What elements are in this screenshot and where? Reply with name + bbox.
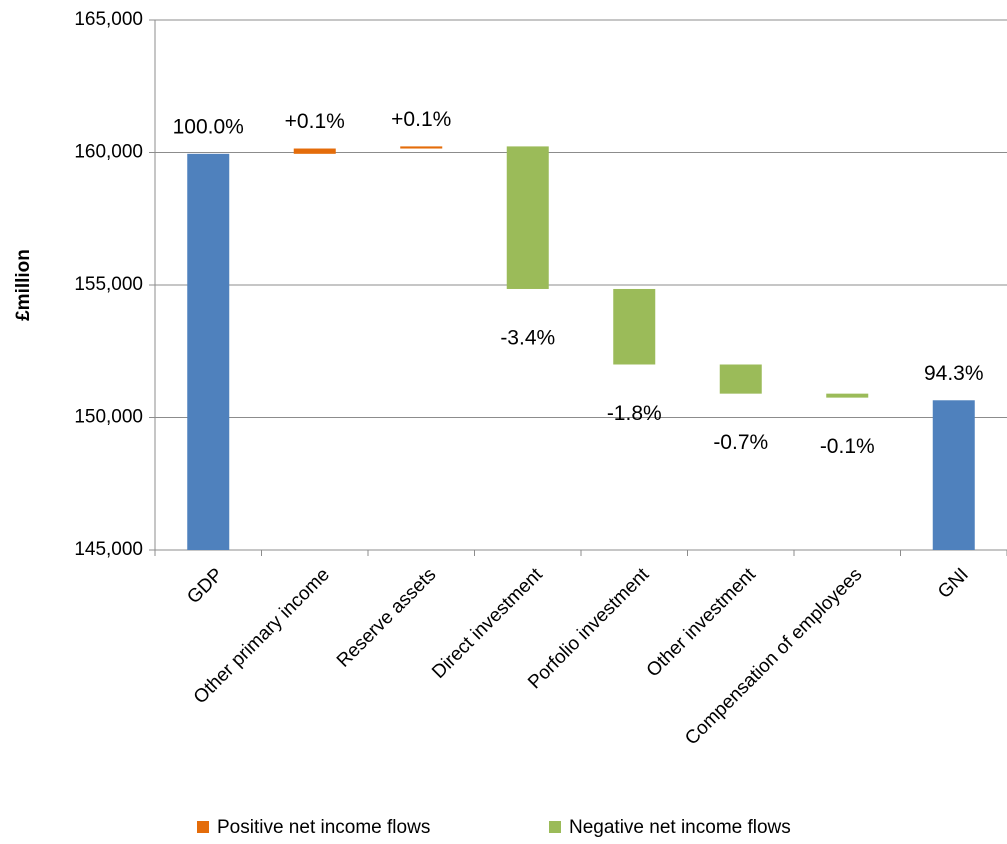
y-tick-label: 160,000 xyxy=(74,142,143,163)
percent-label: +0.1% xyxy=(391,108,451,131)
x-tick-label: Compensation of employees xyxy=(681,564,866,749)
x-tick-label: Direct investment xyxy=(428,564,547,683)
x-tick-label: GNI xyxy=(934,564,973,603)
legend-swatch xyxy=(549,821,561,833)
delta-bar xyxy=(613,288,656,365)
percent-label: 94.3% xyxy=(924,362,984,385)
x-tick-label: Other investment xyxy=(643,564,761,682)
y-axis-title: £million xyxy=(13,249,34,321)
total-bar xyxy=(932,400,975,550)
x-tick-label: Porfolio investment xyxy=(524,564,654,694)
percent-label: -0.1% xyxy=(820,435,875,458)
x-tick-label: GDP xyxy=(183,564,227,608)
delta-bar xyxy=(400,146,443,149)
legend-swatch xyxy=(197,821,209,833)
percent-label: 100.0% xyxy=(173,115,244,138)
total-bar xyxy=(187,153,230,550)
x-tick-label: Reserve assets xyxy=(333,564,440,671)
percent-label: -3.4% xyxy=(500,327,555,350)
percent-label: -1.8% xyxy=(607,402,662,425)
y-tick-label: 150,000 xyxy=(74,407,143,428)
legend-label: Positive net income flows xyxy=(217,817,430,838)
percent-label: +0.1% xyxy=(285,110,345,133)
y-tick-label: 145,000 xyxy=(74,539,143,560)
y-tick-label: 155,000 xyxy=(74,274,143,295)
percent-label: -0.7% xyxy=(713,431,768,454)
y-tick-label: 165,000 xyxy=(74,9,143,30)
delta-bar xyxy=(506,146,549,289)
legend-label: Negative net income flows xyxy=(569,817,791,838)
delta-bar xyxy=(719,364,762,394)
delta-bar xyxy=(826,393,869,398)
delta-bar xyxy=(293,148,336,154)
